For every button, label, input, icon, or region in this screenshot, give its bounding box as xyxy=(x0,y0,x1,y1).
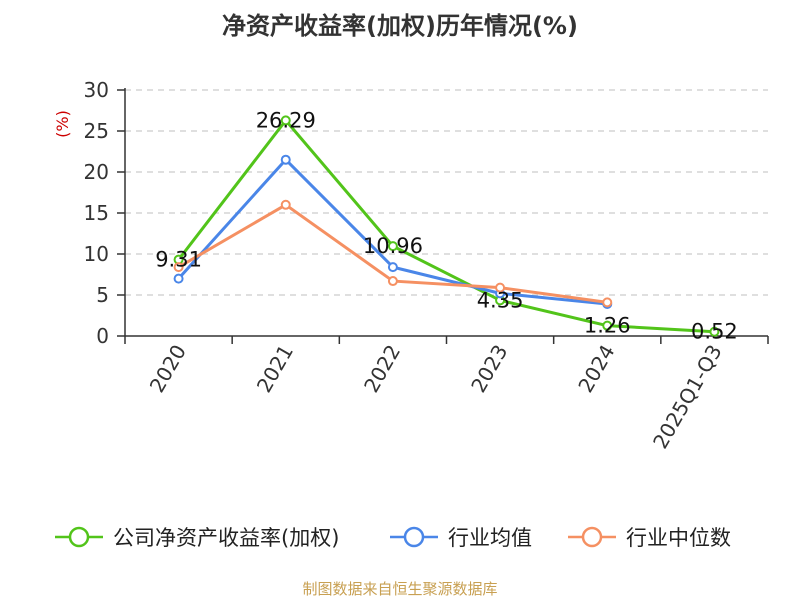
x-tick-label: 2020 xyxy=(145,341,191,397)
y-tick-label: 25 xyxy=(84,119,109,143)
x-tick-label: 2022 xyxy=(359,341,405,397)
data-label: 26.29 xyxy=(256,108,316,132)
data-label: 9.31 xyxy=(155,248,202,272)
data-label: 4.35 xyxy=(477,288,524,312)
legend-marker xyxy=(403,526,425,548)
legend-marker xyxy=(581,526,603,548)
data-label: 0.52 xyxy=(691,320,738,344)
x-tick-label: 2023 xyxy=(466,341,512,397)
data-point xyxy=(280,115,291,126)
y-tick-label: 20 xyxy=(84,160,109,184)
data-point xyxy=(173,262,184,273)
data-point xyxy=(602,320,613,331)
series-line-1 xyxy=(177,118,715,334)
y-axis-label: (%) xyxy=(53,110,72,138)
legend: 公司净资产收益率(加权) 行业均值 行业中位数 xyxy=(55,526,731,550)
x-tick-label: 2025Q1-Q3 xyxy=(648,341,727,453)
legend-label: 公司净资产收益率(加权) xyxy=(113,526,339,550)
y-tick-label: 10 xyxy=(84,242,109,266)
data-point xyxy=(387,241,398,252)
data-point xyxy=(495,282,506,293)
data-point xyxy=(280,199,291,210)
data-point xyxy=(173,273,184,284)
data-point xyxy=(709,326,720,337)
legend-marker xyxy=(68,526,90,548)
y-tick-label: 5 xyxy=(96,283,109,307)
chart-title: 净资产收益率(加权)历年情况(%) xyxy=(222,12,578,40)
y-tick-label: 0 xyxy=(96,324,109,348)
legend-label: 行业中位数 xyxy=(626,526,731,550)
y-tick-label: 30 xyxy=(84,78,109,102)
grid-lines xyxy=(125,89,768,296)
data-point xyxy=(387,262,398,273)
data-point xyxy=(387,276,398,287)
data-label: 10.96 xyxy=(363,234,423,258)
x-tick-label: 2021 xyxy=(252,341,298,397)
x-tick-label: 2024 xyxy=(573,341,619,397)
legend-label: 行业均值 xyxy=(448,526,532,550)
data-point xyxy=(602,297,613,308)
series-lines xyxy=(173,115,720,337)
y-tick-label: 15 xyxy=(84,201,109,225)
data-label: 1.26 xyxy=(584,314,631,338)
data-labels: 9.31 26.29 10.96 4.35 1.26 0.52 xyxy=(155,108,738,343)
source-note: 制图数据来自恒生聚源数据库 xyxy=(302,580,497,598)
data-point xyxy=(280,154,291,165)
